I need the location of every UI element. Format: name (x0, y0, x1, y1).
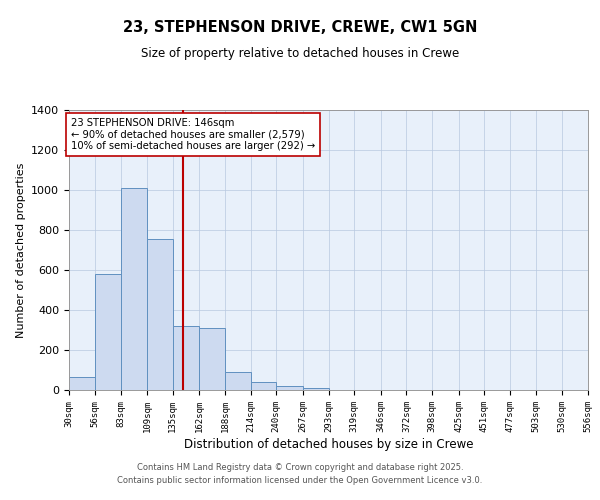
Bar (225, 372, 251, 390)
Bar (147, 239, 173, 390)
Bar (251, 382, 276, 390)
X-axis label: Distribution of detached houses by size in Crewe: Distribution of detached houses by size … (184, 438, 473, 450)
Text: Size of property relative to detached houses in Crewe: Size of property relative to detached ho… (141, 48, 459, 60)
Text: Contains HM Land Registry data © Crown copyright and database right 2025.
Contai: Contains HM Land Registry data © Crown c… (118, 464, 482, 485)
Bar (303, 388, 329, 390)
Y-axis label: Number of detached properties: Number of detached properties (16, 162, 26, 338)
Bar (173, 326, 199, 390)
Text: 23, STEPHENSON DRIVE, CREWE, CW1 5GN: 23, STEPHENSON DRIVE, CREWE, CW1 5GN (123, 20, 477, 35)
Bar (199, 328, 225, 390)
Bar (121, 188, 147, 390)
Bar (69, 377, 95, 390)
Bar (95, 274, 121, 390)
Bar (276, 386, 303, 390)
Text: 23 STEPHENSON DRIVE: 146sqm
← 90% of detached houses are smaller (2,579)
10% of : 23 STEPHENSON DRIVE: 146sqm ← 90% of det… (71, 118, 315, 151)
